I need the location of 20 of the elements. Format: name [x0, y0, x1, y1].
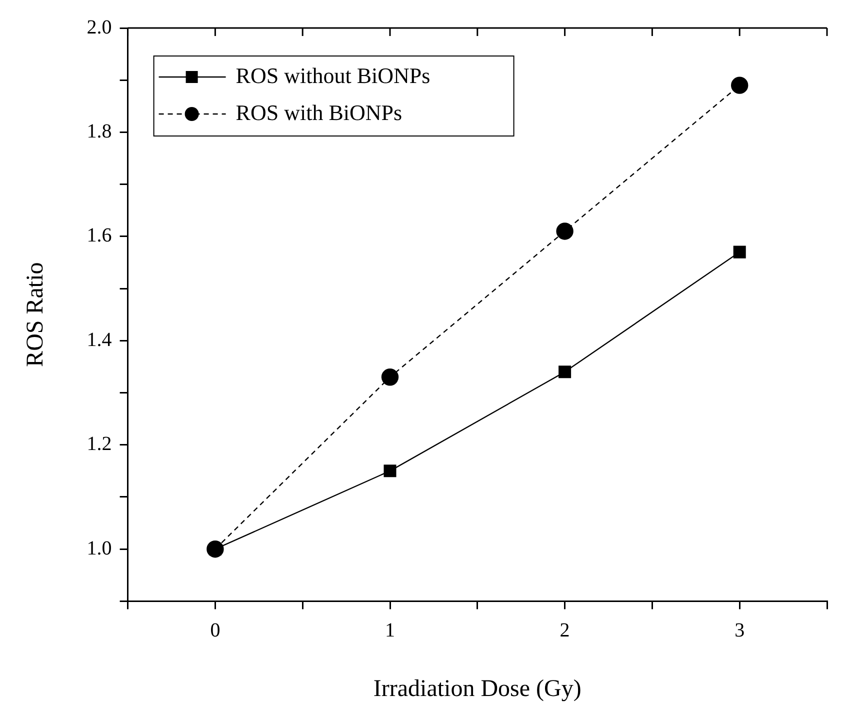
y-tick-label: 1.2	[86, 433, 112, 456]
y-tick-label: 2.0	[86, 16, 112, 38]
y-tick-label: 1.8	[86, 120, 112, 142]
legend-label: ROS without BiONPs	[236, 62, 430, 88]
point	[384, 464, 396, 478]
y-tick-label: 1.6	[86, 224, 112, 247]
legend-label: ROS with BiONPs	[236, 100, 402, 125]
point	[733, 246, 746, 258]
x-tick-label: 2	[560, 619, 570, 642]
x-tick-label: 1	[385, 619, 395, 642]
point	[556, 222, 574, 240]
point	[731, 76, 748, 94]
y-tick-label: 1.0	[86, 537, 112, 560]
x-axis-title: Irradiation Dose (Gy)	[373, 676, 582, 702]
x-tick-label: 0	[210, 619, 220, 642]
point	[381, 368, 399, 386]
y-tick-label: 1.4	[86, 328, 112, 351]
point	[558, 366, 572, 378]
y-axis-title: ROS Ratio	[22, 262, 49, 367]
x-tick-label: 3	[734, 619, 745, 642]
